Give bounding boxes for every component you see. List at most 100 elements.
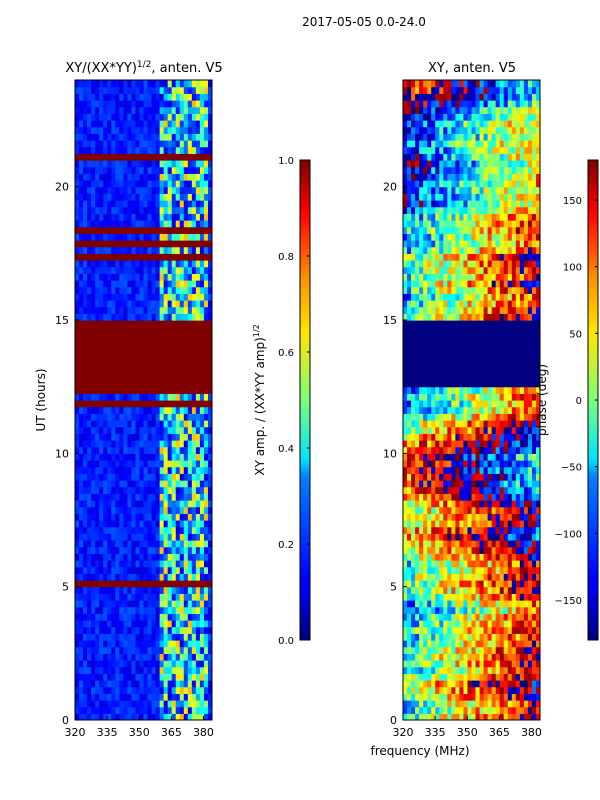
phase-cell (487, 640, 493, 648)
amp-cell (163, 306, 169, 314)
phase-cell (411, 406, 416, 414)
amp-cell (143, 200, 149, 208)
amp-cell (75, 566, 80, 574)
amp-cell (159, 400, 165, 408)
amp-cell (79, 406, 84, 414)
amp-cell (87, 513, 92, 521)
amp-cell (119, 580, 124, 588)
phase-cell (495, 680, 501, 688)
amp-cell (91, 406, 96, 414)
phase-cell (515, 520, 521, 528)
phase-cell (515, 673, 521, 681)
amp-cell (155, 286, 161, 294)
phase-cell (419, 560, 424, 568)
phase-cell (515, 680, 521, 688)
amp-cell (111, 600, 116, 608)
amp-cell (79, 560, 84, 568)
amp-cell (155, 473, 161, 481)
amp-cell (175, 573, 181, 581)
amp-cell (83, 133, 88, 141)
phase-cell (507, 420, 513, 428)
amp-cell (151, 273, 157, 281)
phase-cell (427, 606, 432, 614)
phase-cell (483, 686, 489, 694)
phase-cell (459, 706, 465, 714)
phase-cell (419, 406, 424, 414)
amp-cell (75, 626, 80, 634)
amp-cell (119, 133, 124, 141)
amp-cell (167, 253, 173, 261)
phase-cell (451, 600, 456, 608)
phase-cell (411, 573, 416, 581)
amp-cell (171, 386, 177, 394)
amp-cell (115, 206, 120, 214)
amp-cell (131, 686, 137, 694)
amp-cell (135, 606, 141, 614)
amp-cell (75, 173, 80, 181)
phase-cell (443, 586, 448, 594)
amp-cell (111, 506, 116, 514)
amp-cell (159, 646, 165, 654)
phase-cell (511, 460, 517, 468)
phase-cell (503, 546, 509, 554)
amp-cell (203, 153, 209, 161)
amp-cell (119, 300, 124, 308)
amp-cell (103, 373, 108, 381)
phase-cell (523, 553, 529, 561)
phase-cell (407, 600, 412, 608)
phase-cell (419, 520, 424, 528)
amp-cell (151, 693, 157, 701)
amp-cell (191, 526, 197, 534)
phase-cell (443, 420, 448, 428)
phase-cell (447, 560, 452, 568)
amp-cell (171, 180, 177, 188)
amp-cell (115, 280, 120, 288)
phase-cell (443, 446, 448, 454)
amp-cell (115, 160, 120, 168)
phase-cell (411, 633, 416, 641)
amp-cell (115, 453, 120, 461)
amp-cell (75, 520, 80, 528)
phase-cell (435, 460, 440, 468)
amp-cell (123, 560, 128, 568)
phase-cell (427, 440, 432, 448)
amp-cell (143, 253, 149, 261)
amp-cell (151, 406, 157, 414)
amp-cell (183, 640, 189, 648)
phase-cell (519, 566, 525, 574)
amp-cell (75, 260, 80, 268)
amp-cell (171, 313, 177, 321)
amp-cell (199, 113, 205, 121)
amp-cell (155, 633, 161, 641)
amp-cell (115, 186, 120, 194)
amp-cell (99, 313, 104, 321)
amp-cell (175, 120, 181, 128)
amp-cell (171, 593, 177, 601)
amp-cell (167, 100, 173, 108)
amp-cell (111, 546, 116, 554)
phase-cell (403, 486, 408, 494)
phase-cell (531, 446, 537, 454)
amp-cell (203, 273, 209, 281)
amp-cell (99, 666, 104, 674)
amp-cell (207, 333, 212, 341)
phase-cell (495, 620, 501, 628)
amp-cell (103, 440, 108, 448)
amp-cell (115, 480, 120, 488)
amp-cell (167, 320, 173, 328)
amp-cell (87, 473, 92, 481)
amp-cell (139, 566, 145, 574)
amp-cell (151, 686, 157, 694)
amp-cell (135, 580, 141, 588)
amp-cell (135, 526, 141, 534)
amp-cell (79, 346, 84, 354)
amp-cell (139, 206, 145, 214)
amp-cell (75, 213, 80, 221)
amp-cell (151, 320, 157, 328)
amp-cell (87, 126, 92, 134)
phase-cell (427, 666, 432, 674)
amp-cell (207, 133, 212, 141)
amp-cell (175, 93, 181, 101)
amp-cell (79, 353, 84, 361)
amp-cell (207, 526, 212, 534)
